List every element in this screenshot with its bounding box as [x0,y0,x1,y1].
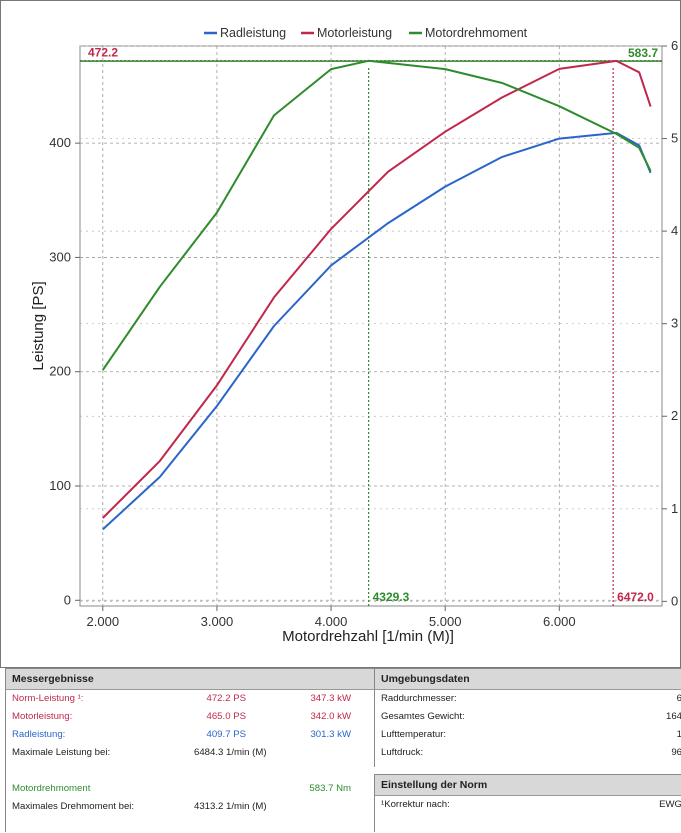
results-row: Motorleistung: 465.0 PS 342.0 kW [6,708,374,726]
annotation-label-4329.3: 4329.3 [373,590,410,604]
y-right-tick-label: 0 [671,593,678,608]
norm-table-title: Einstellung der Norm [375,775,681,796]
results-row [6,762,374,780]
results-row: Maximale Leistung bei: 6484.3 1/min (M) [6,744,374,762]
results-row: Motordrehmoment 583.7 Nm [6,780,374,798]
results-cell-v2: 583.7 Nm [309,783,351,794]
results-row: Maximales Drehmoment bei: 4313.2 1/min (M… [6,798,374,816]
y-tick-label: 300 [49,249,71,264]
x-tick-label: 2.000 [87,614,120,629]
x-tick-label: 6.000 [543,614,576,629]
norm-table: Einstellung der Norm ¹Korrektur nach: EWG [374,774,681,832]
environment-rows: Raddurchmesser: 6 Gesamtes Gewicht: 164 Luft… [375,690,681,762]
y-tick-label: 400 [49,135,71,150]
environment-table: Umgebungsdaten Raddurchmesser: 6 Gesamtes … [374,668,681,767]
series-line-motordrehmoment [101,59,652,371]
annotation-label-6472.0: 6472.0 [617,590,654,604]
y-tick-label: 200 [49,364,71,379]
annotation-label-472.2: 472.2 [88,46,118,60]
norm-cell-value: EWG [659,799,681,810]
results-table-title: Messergebnisse [6,669,374,690]
results-cell-v2: 301.3 kW [310,729,351,740]
results-cell-v2: 347.3 kW [310,693,351,704]
environment-table-title: Umgebungsdaten [375,669,681,690]
norm-cell-label: ¹Korrektur nach: [381,799,450,810]
environment-cell-label: Lufttemperatur: [381,729,447,740]
y-axis-title: Leistung [PS] [30,281,47,370]
environment-row: Lufttemperatur: 1 [375,726,681,744]
data-series [101,59,652,531]
results-cell-v1: 409.7 PS [206,729,246,740]
chart-legend: Radleistung Motorleistung Motordrehmomen… [204,26,528,40]
results-cell-v2: 342.0 kW [310,711,351,722]
axis-ticks: 2.000 3.000 4.000 5.000 6.000 0 100 200 300 400 0 1… [49,38,678,629]
series-line-motorleistung [102,59,652,519]
results-cell-v1: 4313.2 1/min (M) [194,801,267,812]
results-cell-label: Radleistung: [12,729,66,740]
x-tick-label: 3.000 [201,614,234,629]
legend-label-motorleistung: Motorleistung [317,26,392,40]
results-row: Radleistung: 409.7 PS 301.3 kW [6,726,374,744]
y-tick-label: 100 [49,478,71,493]
annotation-label-583.7: 583.7 [628,46,658,60]
results-cell-label: Maximales Drehmoment bei: [12,801,135,812]
results-table: Messergebnisse Norm-Leistung ¹: 472.2 PS 3… [5,668,374,832]
results-cell-label: Motordrehmoment [12,783,91,794]
series-line-radleistung [102,131,652,531]
annotation-labels: 472.2 583.7 4329.3 6472.0 [88,46,658,604]
y-right-tick-label: 5 [671,131,678,146]
environment-row: Gesamtes Gewicht: 164 [375,708,681,726]
environment-cell-label: Gesamtes Gewicht: [381,711,465,722]
results-cell-label: Motorleistung: [12,711,73,722]
y-right-tick-label: 2 [671,408,678,423]
environment-cell-value: 164 [665,711,681,722]
environment-row: Raddurchmesser: 6 [375,690,681,708]
environment-row: Luftdruck: 96 [375,744,681,762]
results-cell-v1: 465.0 PS [206,711,246,722]
norm-row: ¹Korrektur nach: EWG [375,796,681,814]
environment-cell-value: 96 [671,747,681,758]
results-cell-v1: 6484.3 1/min (M) [194,747,267,758]
x-tick-label: 5.000 [429,614,462,629]
results-cell-v1: 472.2 PS [206,693,246,704]
environment-cell-label: Raddurchmesser: [381,693,457,704]
environment-cell-label: Luftdruck: [381,747,424,758]
legend-label-motordrehmoment: Motordrehmoment [425,26,528,40]
power-torque-chart: Radleistung Motorleistung Motordrehmomen… [0,0,681,668]
y-right-tick-label: 6 [671,38,678,53]
y-right-tick-label: 3 [671,316,678,331]
y-tick-label: 0 [64,592,71,607]
environment-cell-value: 1 [676,729,681,740]
results-rows: Norm-Leistung ¹: 472.2 PS 347.3 kW Motorlei… [6,690,374,816]
y-right-tick-label: 1 [671,501,678,516]
x-tick-label: 4.000 [315,614,348,629]
plot-area [79,45,663,607]
grid-lines [80,45,662,606]
results-tables: Messergebnisse Norm-Leistung ¹: 472.2 PS 3… [5,668,681,832]
y-right-tick-label: 4 [671,223,678,238]
legend-label-radleistung: Radleistung [220,26,286,40]
results-cell-label: Norm-Leistung ¹: [12,693,84,704]
results-row: Norm-Leistung ¹: 472.2 PS 347.3 kW [6,690,374,708]
environment-cell-value: 6 [676,693,681,704]
results-cell-label: Maximale Leistung bei: [12,747,111,758]
norm-rows: ¹Korrektur nach: EWG [375,796,681,814]
x-axis-title: Motordrehzahl [1/min (M)] [282,628,454,645]
